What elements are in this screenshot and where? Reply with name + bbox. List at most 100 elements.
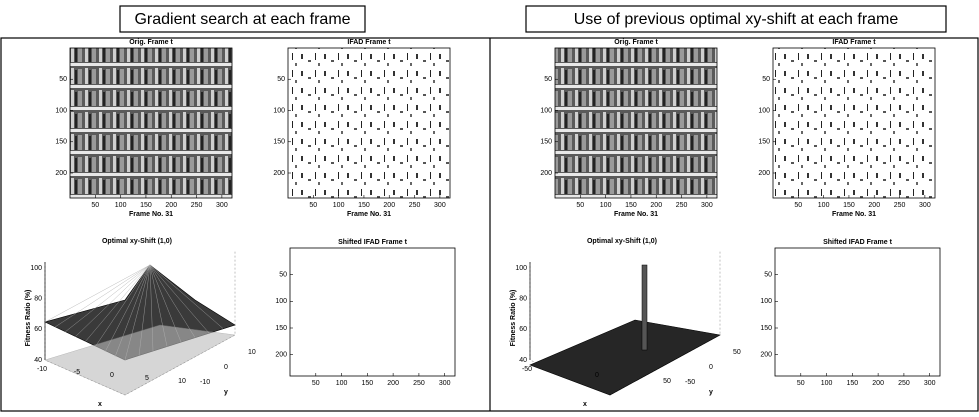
x-tick-label: 250 [191,202,203,209]
x-tick-label: 200 [872,380,884,387]
y-tick-label: 50 [277,76,285,83]
plot-title: Shifted IFAD Frame t [823,239,893,246]
y-tick-label: 200 [758,170,770,177]
x-tick-label: 300 [924,380,936,387]
y-label: y [224,389,228,396]
x-tick-label: 150 [625,202,637,209]
y-tick-label: 100 [758,107,770,114]
x-tick-label: 50 [663,378,671,385]
x-label: x [583,401,587,408]
surface-axes [530,250,720,395]
y-tick-label: 150 [275,325,287,332]
y-tick-label: 100 [275,298,287,305]
x-tick-label: 50 [91,202,99,209]
x-tick-label: 300 [439,380,451,387]
x-tick-label: 250 [413,380,425,387]
panel-heading: Gradient search at each frame [134,11,350,28]
x-tick-label: 300 [701,202,713,209]
x-tick-label: 10 [178,378,186,385]
x-label: Frame No. 31 [614,211,658,218]
x-tick-label: 150 [362,380,374,387]
y-tick-label: 0 [224,364,228,371]
plot-title: Shifted IFAD Frame t [338,239,408,246]
y-tick-label: 200 [273,170,285,177]
x-tick-label: 150 [140,202,152,209]
y-tick-label: 200 [760,352,772,359]
panel-heading: Use of previous optimal xy-shift at each… [574,11,899,28]
y-tick-label: 100 [540,107,552,114]
x-tick-label: 150 [847,380,859,387]
y-tick-label: 50 [544,76,552,83]
y-tick-label: 100 [760,298,772,305]
z-label: Fitness Ratio (%) [25,290,32,347]
y-tick-label: -50 [685,379,695,386]
x-tick-label: -50 [522,366,532,373]
x-tick-label: 100 [600,202,612,209]
y-tick-label: -10 [200,379,210,386]
y-tick-label: 200 [275,352,287,359]
x-tick-label: 200 [387,380,399,387]
x-tick-label: -5 [74,369,80,376]
x-tick-label: 150 [843,202,855,209]
x-label: x [98,401,102,408]
x-tick-label: 250 [676,202,688,209]
x-tick-label: 100 [818,202,830,209]
y-tick-label: 100 [273,107,285,114]
spike [642,265,647,350]
z-tick-label: 60 [519,326,527,333]
plot-title: IFAD Frame t [832,39,876,46]
x-tick-label: 50 [794,202,802,209]
x-tick-label: 100 [333,202,345,209]
plot-title: Optimal xy-Shift (1,0) [102,238,172,245]
x-tick-label: 300 [919,202,931,209]
x-tick-label: 0 [110,372,114,379]
x-tick-label: 200 [868,202,880,209]
x-tick-label: 100 [336,380,348,387]
z-tick-label: 60 [34,326,42,333]
x-tick-label: 300 [216,202,228,209]
x-label: Frame No. 31 [347,211,391,218]
x-tick-label: 0 [595,372,599,379]
y-tick-label: 150 [540,139,552,146]
figure: Gradient search at each frame Orig. Frame… [0,0,979,412]
plot-title: Optimal xy-Shift (1,0) [587,238,657,245]
x-tick-label: 200 [650,202,662,209]
y-tick-label: 200 [540,170,552,177]
y-tick-label: 150 [55,139,67,146]
z-tick-label: 100 [515,265,527,272]
x-tick-label: 150 [358,202,370,209]
image-axes [290,248,455,376]
x-tick-label: 200 [165,202,177,209]
image-axes [288,48,450,198]
y-tick-label: 150 [760,325,772,332]
z-tick-label: 80 [519,296,527,303]
image-axes [775,248,940,376]
x-tick-label: 250 [409,202,421,209]
image-axes [773,48,935,198]
x-tick-label: 50 [309,202,317,209]
x-tick-label: 50 [797,380,805,387]
y-tick-label: 50 [762,76,770,83]
y-tick-label: 10 [248,349,256,356]
z-tick-label: 40 [34,357,42,364]
x-tick-label: 300 [434,202,446,209]
plot-title: Orig. Frame t [129,39,173,46]
y-tick-label: 50 [764,272,772,279]
x-label: Frame No. 31 [129,211,173,218]
x-tick-label: 5 [145,375,149,382]
x-tick-label: -10 [37,366,47,373]
z-label: Fitness Ratio (%) [510,290,517,347]
y-label: y [709,389,713,396]
y-tick-label: 150 [273,139,285,146]
x-tick-label: 250 [898,380,910,387]
z-tick-label: 100 [30,265,42,272]
plot-title: Orig. Frame t [614,39,658,46]
image-axes [70,48,232,198]
x-tick-label: 100 [821,380,833,387]
x-tick-label: 50 [576,202,584,209]
y-tick-label: 50 [733,349,741,356]
y-tick-label: 150 [758,139,770,146]
x-tick-label: 50 [312,380,320,387]
y-tick-label: 200 [55,170,67,177]
y-tick-label: 0 [709,364,713,371]
